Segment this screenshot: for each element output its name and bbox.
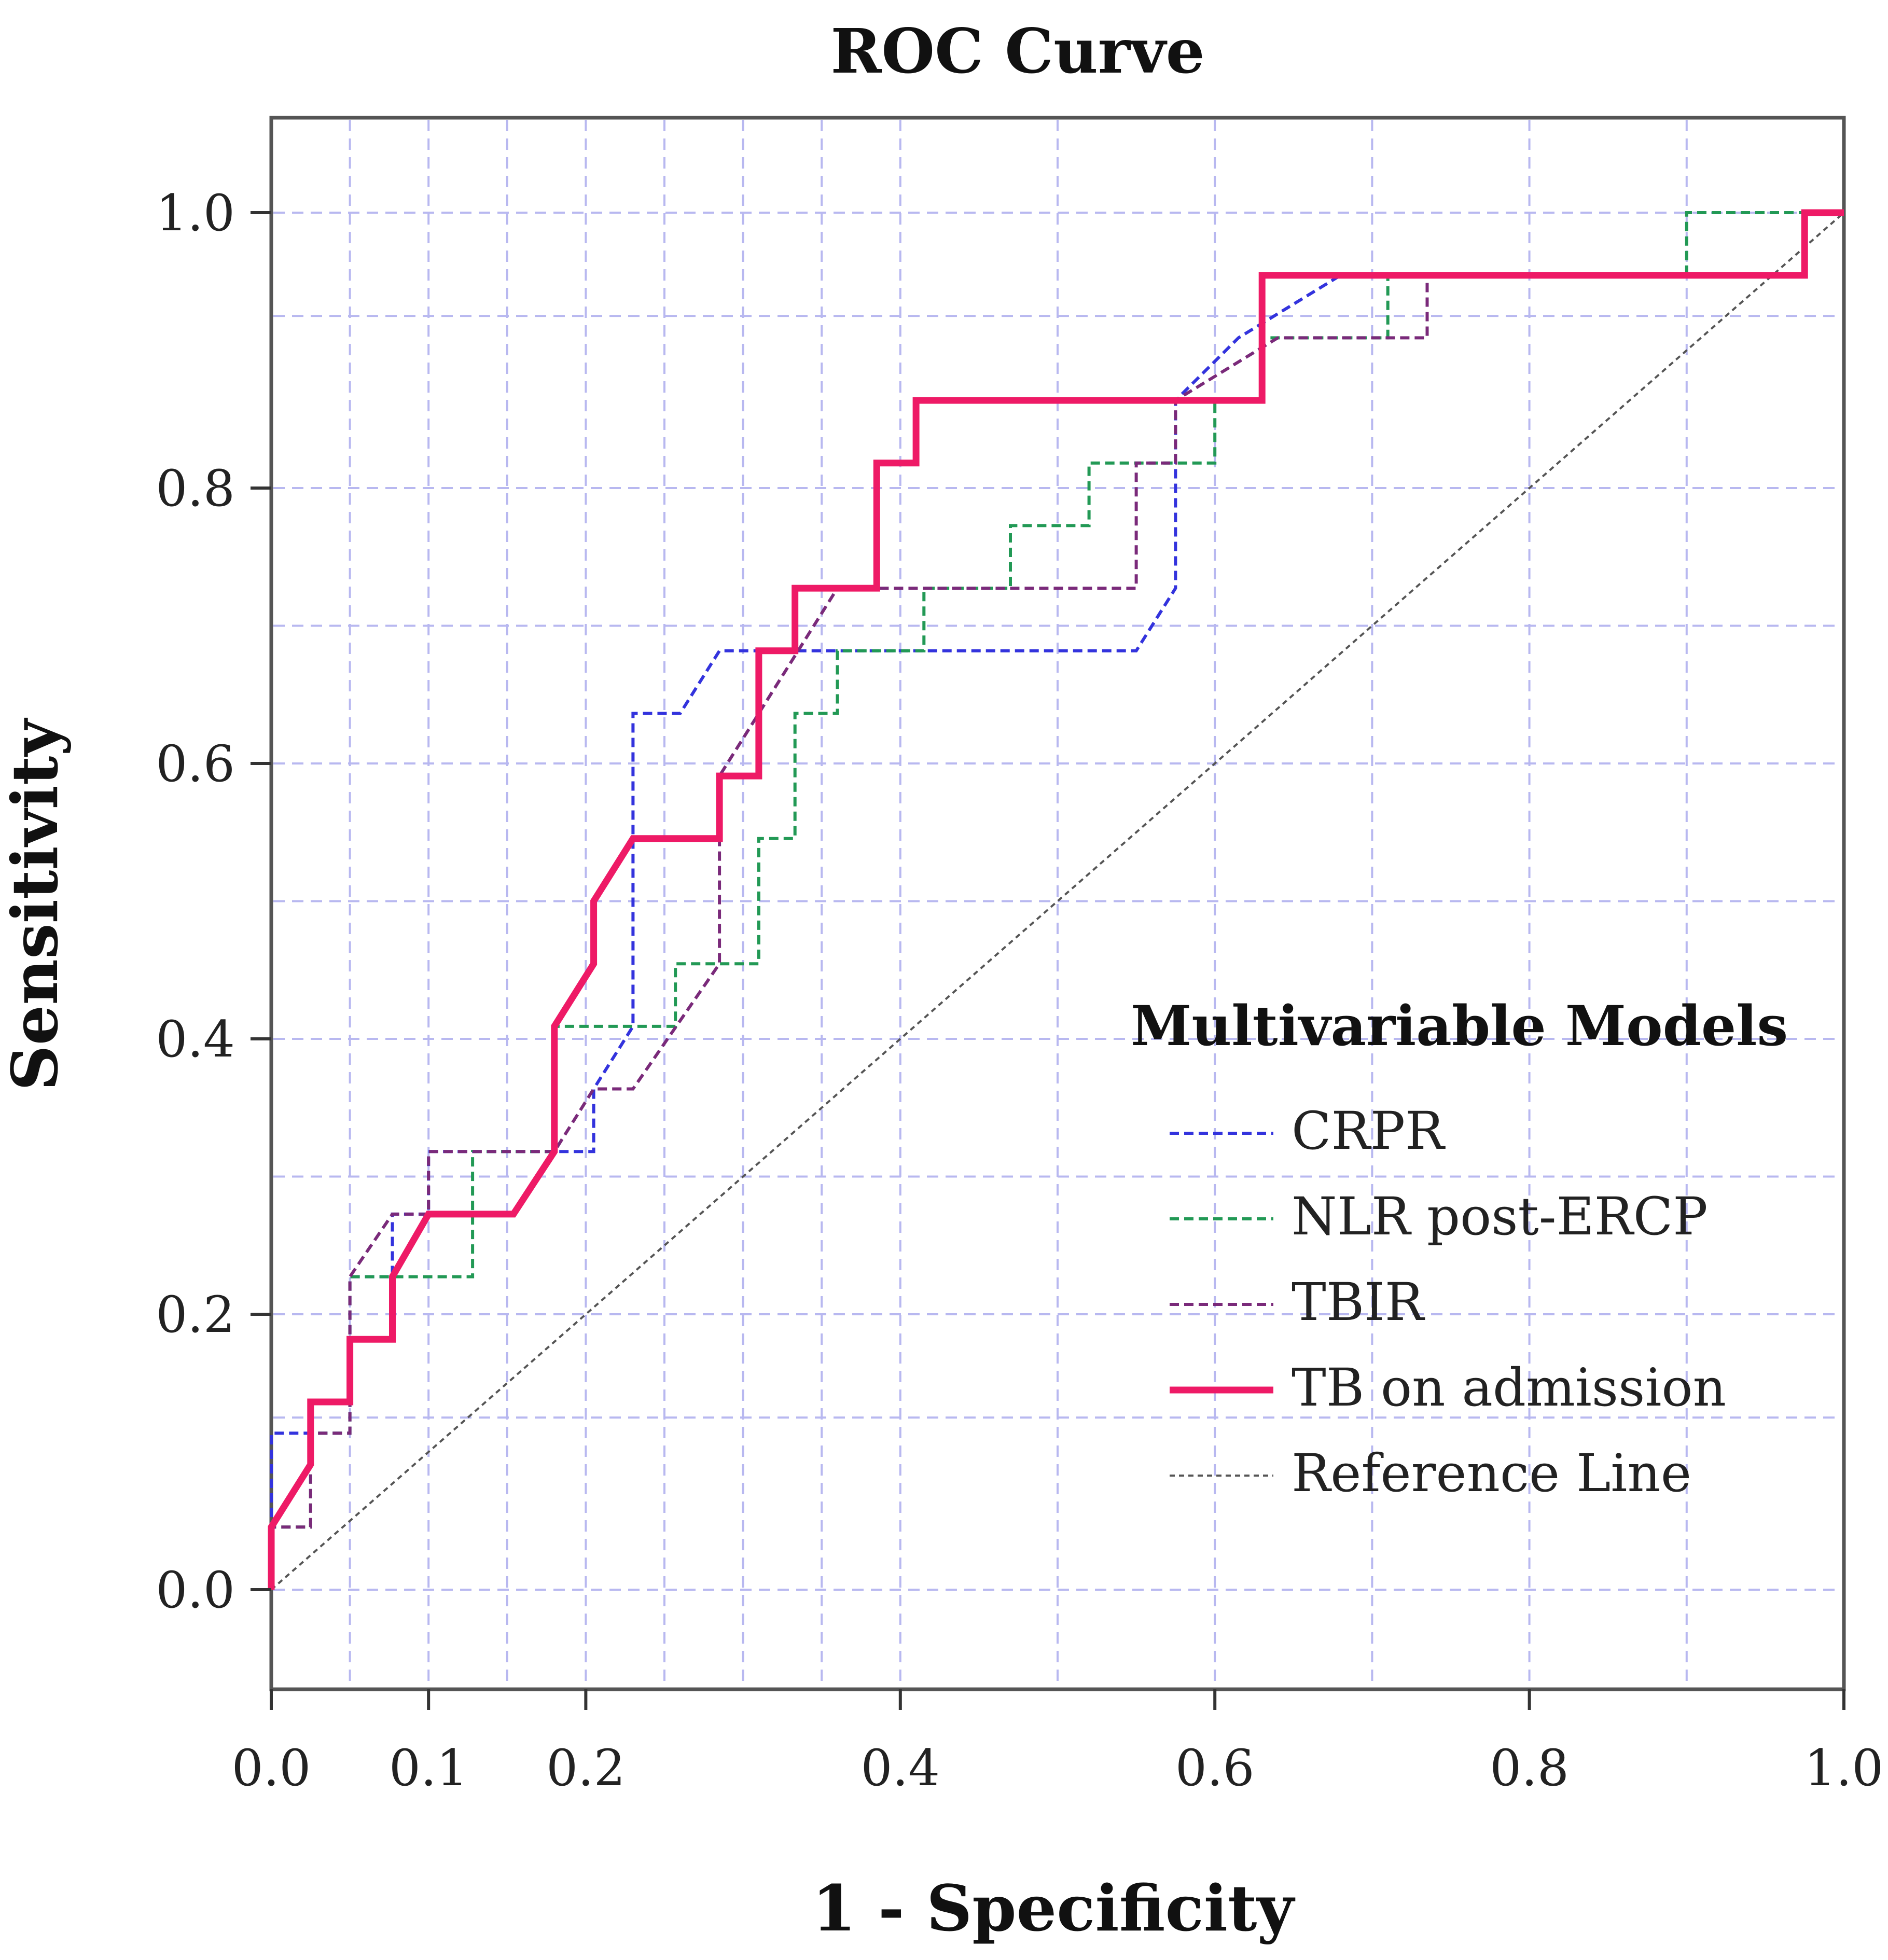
y-tick-label: 0.8 [156, 460, 235, 518]
chart-title: ROC Curve [830, 15, 1204, 87]
y-tick-label: 0.4 [156, 1010, 235, 1068]
series-line-reference-line [270, 212, 1845, 1591]
legend-label-tb-on-admission: TB on admission [1292, 1357, 1726, 1418]
x-axis-ticks: 0.0 0.1 0.2 0.4 0.6 0.8 1.0 [232, 1689, 1884, 1797]
series-line-crpr [270, 274, 1342, 1590]
x-tick-label: 0.6 [1175, 1739, 1255, 1797]
y-tick-label: 0.2 [156, 1286, 235, 1344]
series-lines [268, 209, 1845, 1591]
legend-label-crpr: CRPR [1292, 1101, 1446, 1161]
y-tick-label: 0.0 [156, 1561, 235, 1619]
y-axis-title: Sensitivity [0, 718, 72, 1091]
x-tick-label: 0.1 [389, 1739, 468, 1797]
gridlines [273, 120, 1842, 1687]
legend-label-nlr-post-ercp: NLR post-ERCP [1292, 1186, 1708, 1247]
x-tick-label: 0.8 [1490, 1739, 1569, 1797]
series-line-tbir [270, 275, 1429, 1590]
x-axis-title: 1 - Specificity [812, 1871, 1296, 1945]
legend: Multivariable Models CRPR NLR post-ERCP TB… [1131, 993, 1788, 1504]
x-tick-label: 0.0 [232, 1739, 311, 1797]
legend-label-reference-line: Reference Line [1292, 1443, 1691, 1504]
series-line-tb-on-admission [268, 209, 1844, 1590]
x-tick-label: 0.2 [546, 1739, 626, 1797]
y-tick-label: 0.6 [156, 735, 235, 793]
x-tick-label: 1.0 [1804, 1739, 1884, 1797]
y-tick-label: 1.0 [156, 184, 235, 242]
legend-title: Multivariable Models [1131, 993, 1788, 1058]
legend-label-tbir: TBIR [1292, 1272, 1425, 1332]
plot-area [269, 116, 1846, 1691]
series-line-nlr-post-ercp [270, 211, 1844, 1590]
y-axis-ticks: 0.0 0.2 0.4 0.6 0.8 1.0 [156, 184, 271, 1619]
x-tick-label: 0.4 [860, 1739, 940, 1797]
